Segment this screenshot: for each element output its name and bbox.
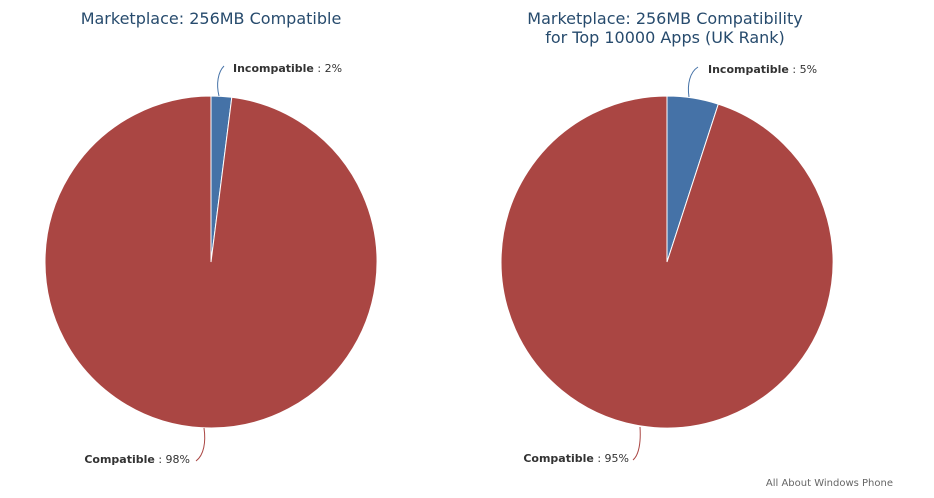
label-connector-left-incompatible	[217, 65, 225, 97]
chart-title-right-line-2: for Top 10000 Apps (UK Rank)	[545, 28, 785, 47]
label-connector-right-compatible	[632, 426, 641, 461]
label-connector-right-incompatible	[687, 66, 699, 98]
pie-slice-right-compatible[interactable]	[500, 95, 834, 429]
credit-text[interactable]: All About Windows Phone	[765, 478, 893, 489]
pie-slice-left-compatible[interactable]	[44, 95, 378, 429]
chart-title-left: Marketplace: 256MB Compatible	[80, 9, 342, 28]
label-connector-left-compatible	[195, 427, 206, 462]
data-label-right-compatible: Compatible : 95%	[523, 452, 629, 465]
data-label-left-compatible: Compatible : 98%	[84, 453, 190, 466]
chart-title-right: Marketplace: 256MB Compatibility for Top…	[510, 9, 820, 47]
data-label-right-incompatible: Incompatible : 5%	[708, 63, 817, 76]
chart-title-right-line-1: Marketplace: 256MB Compatibility	[527, 9, 803, 28]
data-label-left-incompatible: Incompatible : 2%	[233, 62, 342, 75]
